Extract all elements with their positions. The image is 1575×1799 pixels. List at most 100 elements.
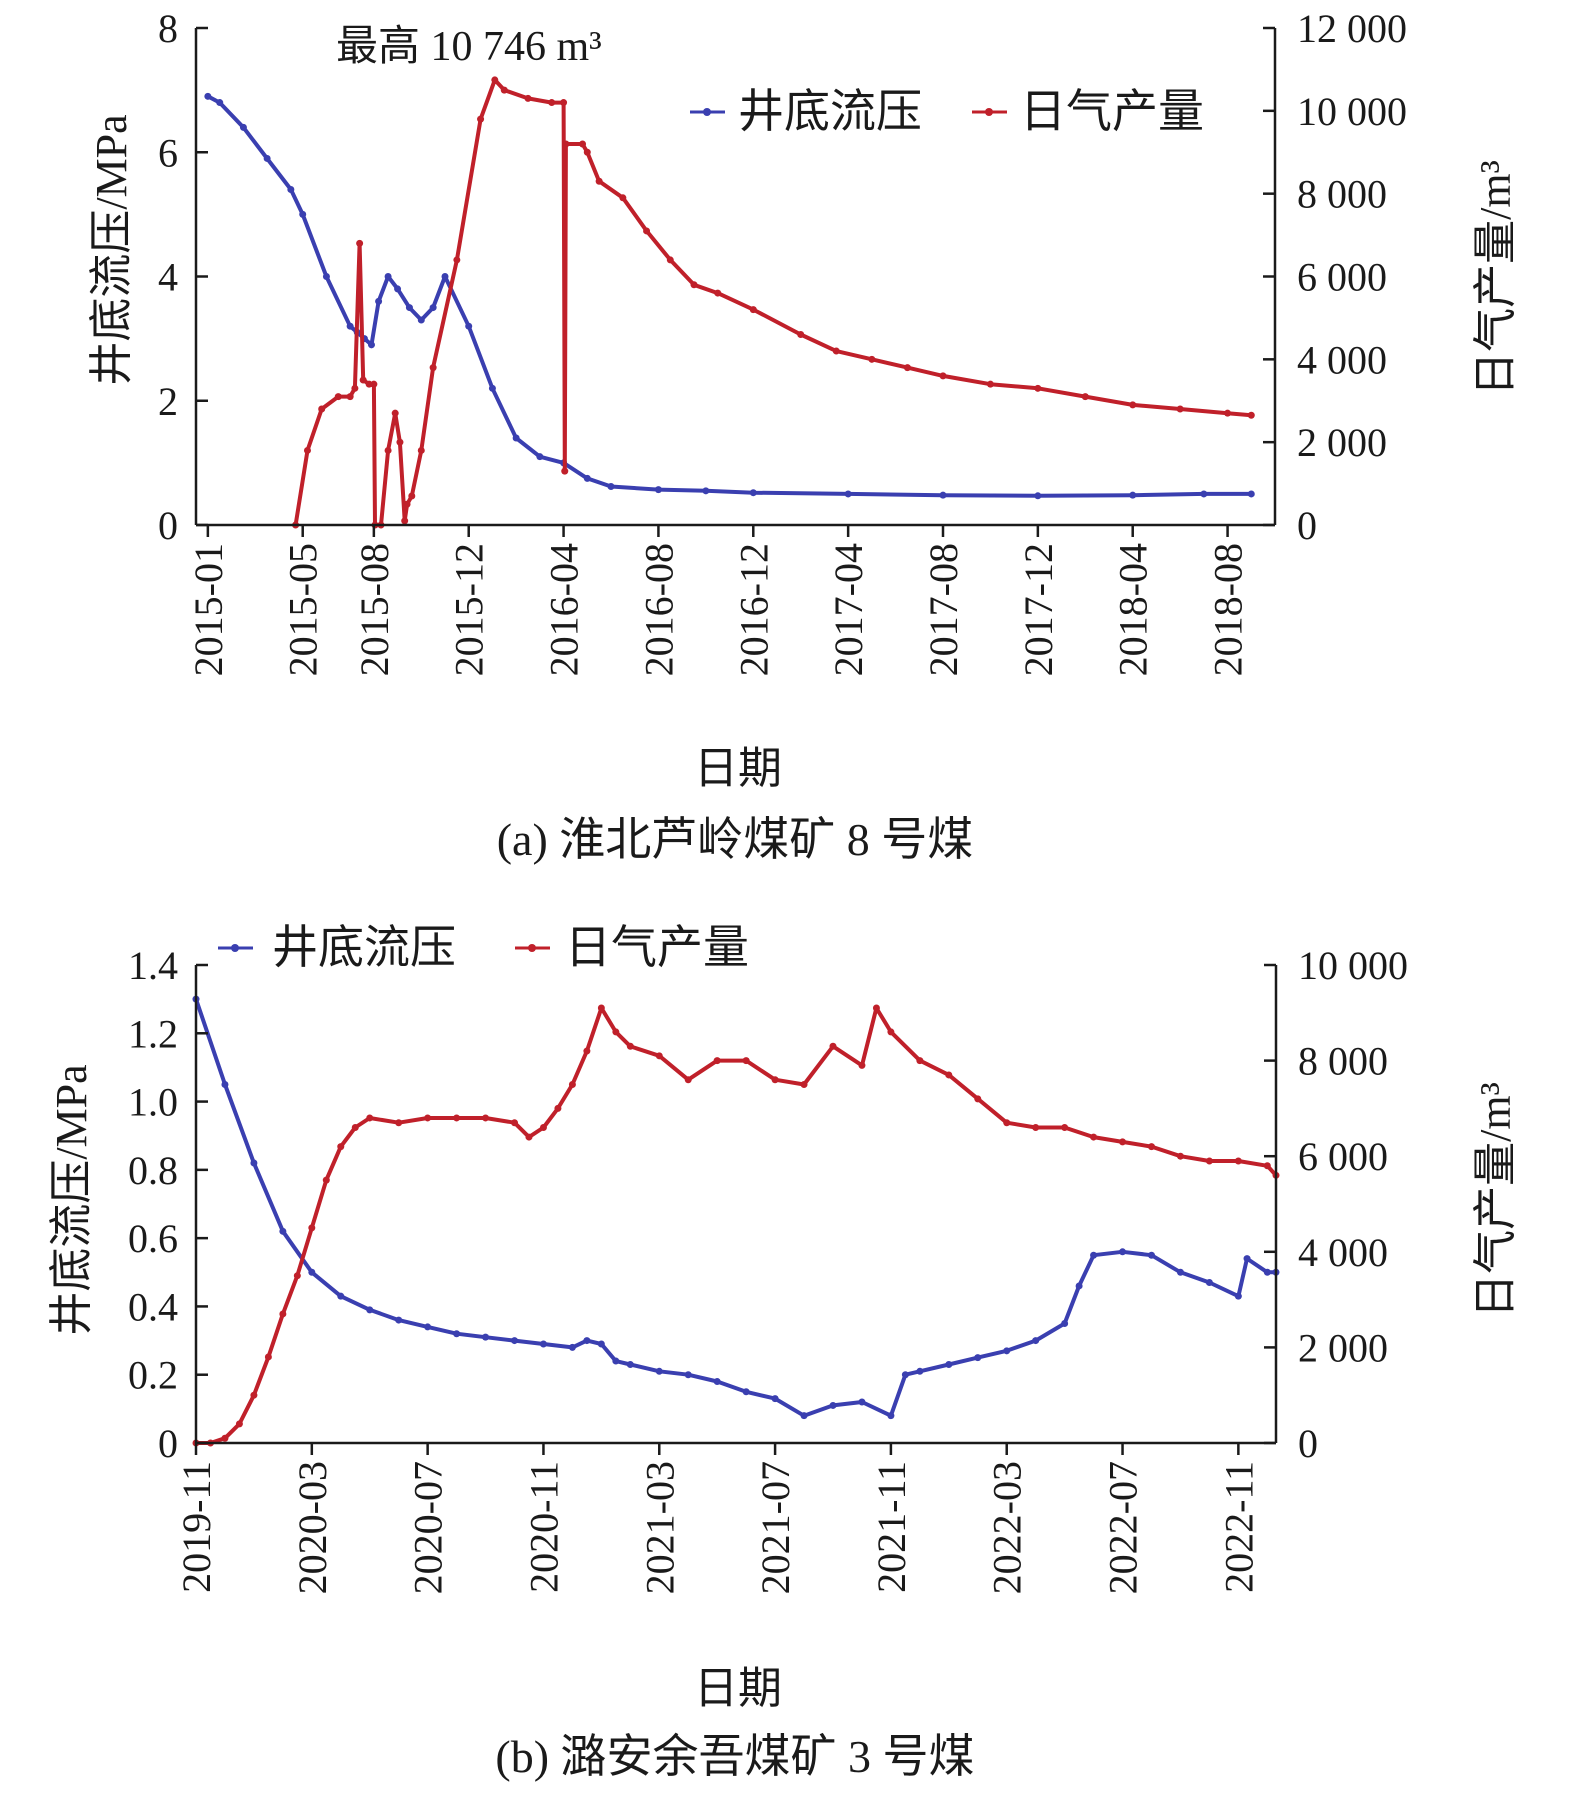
gas-data-point xyxy=(749,306,757,314)
gas-data-point xyxy=(408,492,416,500)
gas-data-point xyxy=(945,1071,953,1079)
pressure-data-point xyxy=(299,210,307,218)
legend-b-item-pressure: 井底流压 xyxy=(218,922,456,973)
gas-data-point xyxy=(351,1124,359,1132)
left-tick-label: 8 xyxy=(158,6,178,51)
gas-data-point xyxy=(403,500,411,508)
pressure-data-point xyxy=(1090,1251,1098,1259)
pressure-data-point xyxy=(216,99,224,107)
panel-b-right-axis-title: 日气产量/m³ xyxy=(1471,1082,1520,1318)
pressure-data-point xyxy=(939,491,947,499)
gas-data-point xyxy=(525,1133,533,1141)
legend-gas-marker xyxy=(985,108,993,116)
pressure-data-point xyxy=(239,123,247,131)
pressure-data-point xyxy=(1075,1282,1083,1290)
pressure-data-point xyxy=(1263,1268,1271,1276)
left-tick-label: 0.8 xyxy=(128,1148,178,1193)
gas-data-point xyxy=(359,376,367,384)
pressure-data-point xyxy=(1061,1320,1069,1327)
x-tick-label: 2022-03 xyxy=(985,1461,1030,1594)
pressure-data-point xyxy=(887,1412,895,1420)
gas-data-point xyxy=(396,438,404,446)
x-tick-label: 2021-11 xyxy=(869,1461,914,1593)
pressure-data-point xyxy=(1119,1248,1127,1256)
gas-data-point xyxy=(612,1028,620,1036)
pressure-data-point xyxy=(337,1292,345,1300)
gas-data-point xyxy=(742,1057,750,1065)
gas-data-point xyxy=(974,1095,982,1103)
left-tick-label: 1.0 xyxy=(128,1080,178,1125)
pressure-data-point xyxy=(366,1306,374,1314)
pressure-data-point xyxy=(742,1388,750,1396)
pressure-data-point xyxy=(395,1316,403,1324)
pressure-data-point xyxy=(384,273,392,280)
pressure-data-point xyxy=(654,486,662,494)
pressure-data-point xyxy=(568,1343,576,1351)
gas-data-point xyxy=(1234,1157,1242,1165)
panel-b: 0 0.2 0.4 0.6 0.8 1.0 1.2 1.4 0 2 000 4 000 6 000 8… xyxy=(47,922,1520,1782)
gas-data-point xyxy=(562,140,570,148)
gas-data-point xyxy=(500,86,508,94)
gas-data-point xyxy=(510,1119,518,1127)
gas-data-point xyxy=(595,177,603,185)
gas-data-point xyxy=(619,194,627,202)
pressure-data-point xyxy=(612,1357,620,1365)
pressure-data-point xyxy=(536,453,544,461)
gas-data-point xyxy=(583,1047,591,1055)
panel-a-caption: (a) 淮北芦岭煤矿 8 号煤 xyxy=(497,814,974,865)
pressure-data-point xyxy=(945,1360,953,1368)
gas-data-point xyxy=(1205,1157,1213,1165)
pressure-data-point xyxy=(901,1371,909,1379)
pressure-data-point xyxy=(405,304,413,312)
gas-data-point xyxy=(337,1143,345,1151)
left-tick-label: 0 xyxy=(158,503,178,548)
pressure-data-point xyxy=(465,322,473,330)
left-tick-label: 0.6 xyxy=(128,1216,178,1261)
pressure-data-point xyxy=(771,1395,779,1403)
right-tick-label: 6 000 xyxy=(1297,255,1387,300)
pressure-data-point xyxy=(367,341,375,349)
x-tick-label: 2020-03 xyxy=(290,1461,335,1594)
pressure-series-line xyxy=(194,997,1278,1418)
gas-data-point xyxy=(797,330,805,338)
x-tick-label: 2017-04 xyxy=(826,543,871,676)
pressure-data-point xyxy=(713,1378,721,1386)
gas-data-point xyxy=(579,140,587,148)
gas-data-point xyxy=(318,405,326,413)
gas-data-point xyxy=(334,393,342,401)
panel-b-plot-frame xyxy=(194,965,1278,1445)
gas-data-point xyxy=(264,1353,272,1361)
left-tick-label: 0.4 xyxy=(128,1284,178,1329)
left-tick-label: 2 xyxy=(158,379,178,424)
pressure-data-point xyxy=(1205,1279,1213,1287)
left-tick-label: 1.2 xyxy=(128,1011,178,1056)
gas-data-point xyxy=(491,76,499,84)
gas-data-point xyxy=(713,1057,721,1065)
pressure-data-point xyxy=(1243,1255,1251,1263)
gas-data-point xyxy=(568,1081,576,1088)
gas-data-point xyxy=(939,372,947,380)
pressure-series-line xyxy=(205,94,1254,498)
pressure-data-point xyxy=(394,285,402,293)
gas-data-point xyxy=(554,1104,562,1112)
gas-data-point xyxy=(858,1061,866,1069)
left-tick-label: 1.4 xyxy=(128,943,178,988)
pressure-data-point xyxy=(1200,490,1208,498)
gas-data-point xyxy=(1176,1152,1184,1160)
legend-pressure-marker xyxy=(703,108,711,116)
gas-data-point xyxy=(561,467,569,475)
legend-b-pressure-label: 井底流压 xyxy=(272,922,456,973)
pressure-data-point xyxy=(583,1337,591,1345)
pressure-data-point xyxy=(287,186,295,194)
gas-data-point xyxy=(1263,1162,1271,1170)
legend-pressure-label: 井底流压 xyxy=(738,86,922,137)
panel-a-x-axis-title: 日期 xyxy=(694,744,782,793)
pressure-data-point xyxy=(346,322,354,330)
x-tick-label: 2015-08 xyxy=(352,543,397,676)
gas-data-point xyxy=(395,1119,403,1127)
pressure-data-point xyxy=(844,490,852,498)
gas-data-point xyxy=(872,1004,880,1012)
panel-b-series xyxy=(192,995,1280,1447)
gas-data-point xyxy=(417,446,425,454)
gas-data-point xyxy=(771,1076,779,1084)
